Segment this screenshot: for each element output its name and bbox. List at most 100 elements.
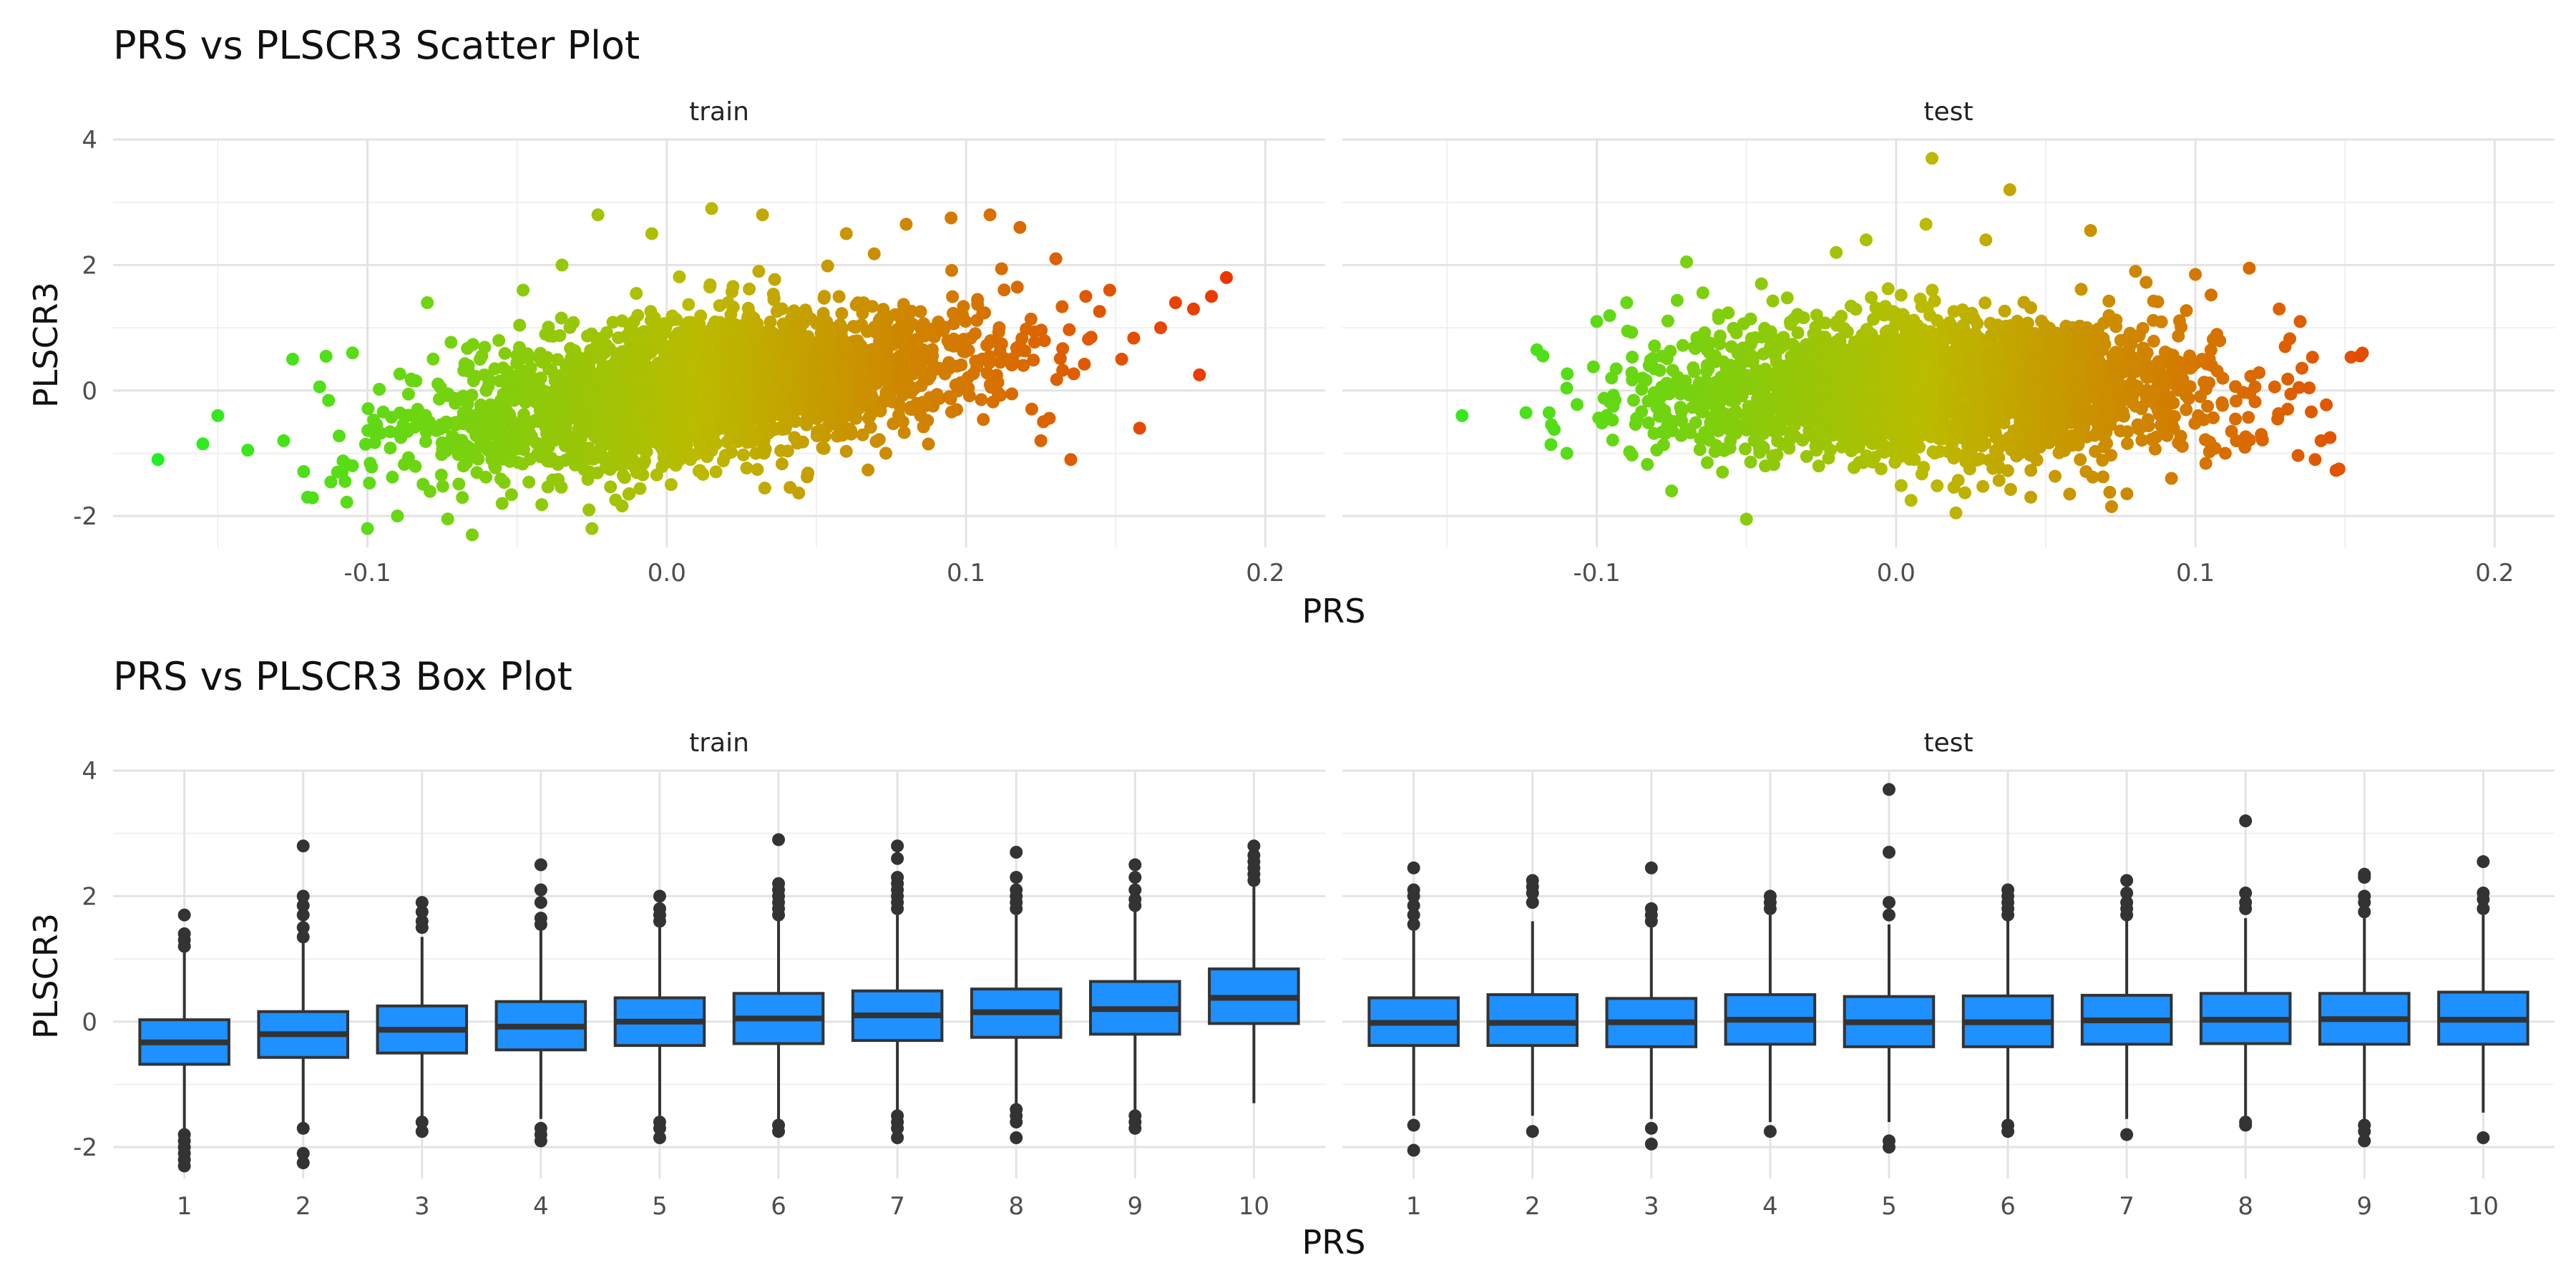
scatter-point [841,381,854,395]
scatter-point [635,387,649,401]
scatter-point [2291,449,2305,462]
scatter-point [414,417,427,431]
scatter-point [555,311,568,325]
scatter-point [995,337,1008,351]
scatter-point [633,482,647,495]
scatter-point [2180,403,2193,416]
scatter-point [689,409,703,422]
scatter-point [1698,326,1712,339]
scatter-point [587,396,600,409]
scatter-point [705,444,718,457]
scatter-point [792,372,806,386]
scatter-point [857,364,869,377]
scatter-point [718,449,732,462]
scatter-point [1010,280,1024,294]
scatter-point [997,283,1011,297]
scatter-point [660,363,674,376]
scatter-point [899,218,913,231]
scatter-point [322,394,336,407]
scatter-point [409,459,422,473]
scatter-point [319,349,333,363]
scatter-point [700,401,713,414]
scatter-point [504,452,517,465]
scatter-point [1038,334,1051,348]
scatter-point [740,376,753,389]
scatter-point [2001,464,2014,477]
scatter-point [1545,418,1558,431]
scatter-point [429,424,443,437]
scatter-point [598,423,612,436]
scatter-point [386,470,399,484]
scatter-point [678,391,692,405]
scatter-point [361,402,375,416]
scatter-point [839,227,853,240]
scatter-point [583,465,597,479]
scatter-point [1169,296,1182,309]
scatter-point [897,379,909,392]
scatter-point [701,325,714,338]
scatter-point [457,364,471,377]
scatter-point [1687,361,1700,374]
scatter-point [720,369,733,383]
scatter-point [916,396,930,409]
scatter-point [1133,421,1146,435]
scatter-point [1766,294,1780,308]
scatter-point [637,457,650,470]
scatter-point [2242,411,2255,424]
scatter-point [760,366,774,379]
scatter-point [2225,424,2238,438]
scatter-point [2253,366,2266,379]
scatter-point [922,373,935,386]
scatter-point [2205,288,2218,302]
scatter-point [482,379,495,393]
scatter-point [746,348,760,362]
scatter-point [1641,458,1654,471]
scatter-point [2096,343,2109,356]
scatter-point [1859,332,1873,346]
scatter-point [2167,410,2181,423]
scatter-point [1908,453,1921,467]
scatter-point [2046,382,2059,396]
scatter-point [481,416,494,430]
scatter-point [752,265,766,278]
scatter-point [599,403,613,416]
scatter-point [502,392,516,406]
scatter-point [550,455,564,469]
scatter-point [662,402,675,416]
scatter-point [494,472,507,486]
scatter-point [676,406,690,420]
scatter-point [1193,368,1206,381]
scatter-point [555,258,569,272]
scatter-point [791,313,804,327]
scatter-point [361,522,374,535]
scatter-point [513,318,527,332]
scatter-point [331,465,344,479]
scatter-point [928,326,942,339]
scatter-point [716,416,729,430]
scatter-point [658,317,671,331]
scatter-point [1103,283,1116,297]
scatter-point [2210,364,2224,378]
scatter-point [1752,440,1766,454]
scatter-point [821,259,834,273]
scatter-point [346,346,359,360]
scatter-point [728,341,741,355]
scatter-point [693,339,707,352]
scatter-point [2057,441,2071,454]
scatter-point [758,352,772,366]
scatter-point [1153,321,1167,335]
scatter-point [1064,453,1078,467]
scatter-point [752,411,766,425]
scatter-point [893,335,907,348]
scatter-point [608,441,622,454]
scatter-point [1629,418,1642,431]
scatter-point [2154,419,2167,432]
scatter-point [431,377,445,391]
scatter-point [2102,294,2116,308]
scatter-point [1661,314,1674,328]
scatter-point [835,307,849,321]
scatter-point [849,321,862,334]
scatter-point [816,396,830,409]
scatter-point [722,401,736,414]
scatter-point [724,308,738,321]
